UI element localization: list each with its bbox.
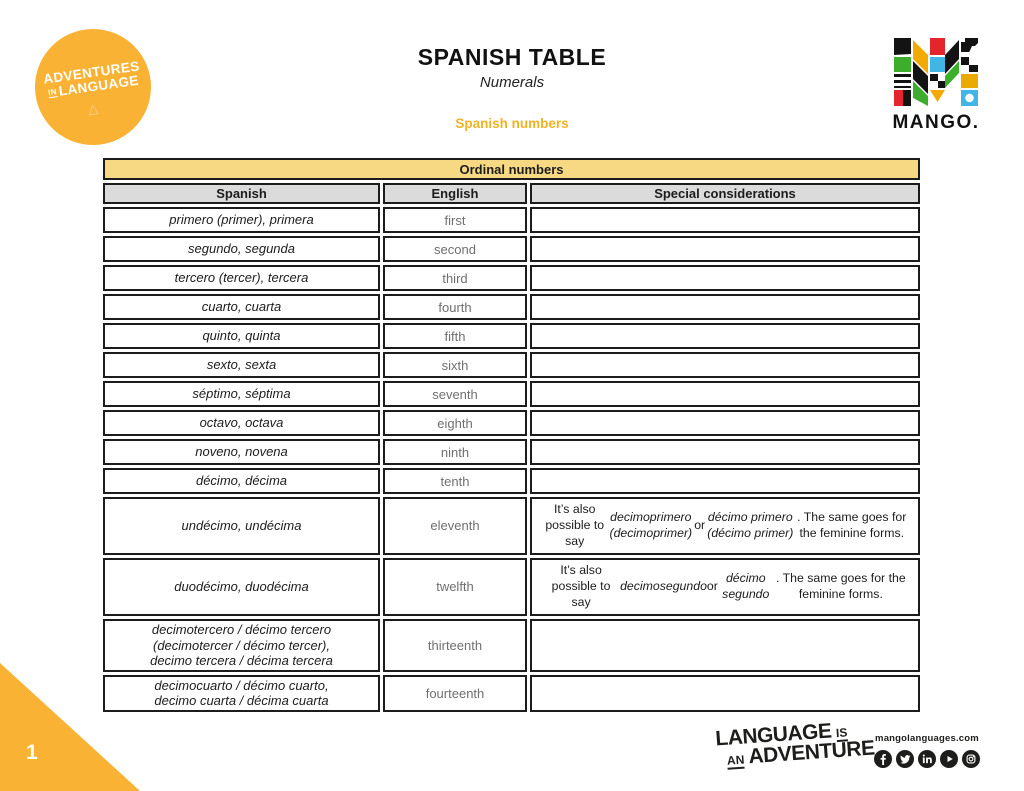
english-cell: tenth — [383, 468, 527, 494]
spanish-cell: décimo, décima — [103, 468, 380, 494]
website-link[interactable]: mangolanguages.com — [875, 733, 979, 744]
spanish-cell: tercero (tercer), tercera — [103, 265, 380, 291]
twitter-icon[interactable] — [896, 750, 914, 768]
section-label: Spanish numbers — [455, 116, 569, 131]
english-cell: ninth — [383, 439, 527, 465]
spanish-cell: séptimo, séptima — [103, 381, 380, 407]
column-header-special: Special considerations — [530, 183, 920, 204]
special-considerations-cell — [530, 618, 920, 672]
youtube-icon[interactable] — [940, 750, 958, 768]
special-considerations-cell — [530, 236, 920, 262]
spanish-cell: sexto, sexta — [103, 352, 380, 378]
english-cell: second — [383, 236, 527, 262]
mango-logo: MANGO. — [888, 38, 984, 134]
language-is-an-adventure-logo: LANGUAGE IS AN ADVENTURE — [715, 719, 875, 770]
social-icons — [862, 750, 992, 768]
spanish-cell: decimocuarto / décimo cuarto, decimo cua… — [103, 674, 380, 712]
english-cell: thirteenth — [383, 618, 527, 672]
page-title: SPANISH TABLE — [417, 44, 607, 70]
special-considerations-cell — [530, 410, 920, 436]
adventures-in-language-badge: ADVENTURES INLANGUAGE △ — [35, 29, 151, 145]
facebook-icon[interactable] — [874, 750, 892, 768]
footer-links: mangolanguages.com — [862, 733, 992, 768]
spanish-cell: undécimo, undécima — [103, 497, 380, 555]
special-considerations-cell — [530, 381, 920, 407]
english-cell: eighth — [383, 410, 527, 436]
special-considerations-cell — [530, 207, 920, 233]
spanish-cell: duodécimo, duodécima — [103, 557, 380, 616]
column-header-spanish: Spanish — [103, 183, 380, 204]
tagline-an: AN — [726, 752, 745, 770]
document-header: SPANISH TABLE Numerals Spanish numbers — [0, 44, 1024, 131]
linkedin-icon[interactable] — [918, 750, 936, 768]
english-cell: fourteenth — [383, 674, 527, 712]
ordinal-numbers-table: Ordinal numbers Spanish English Special … — [103, 158, 920, 712]
english-cell: fifth — [383, 323, 527, 349]
column-header-english: English — [383, 183, 527, 204]
special-considerations-cell — [530, 439, 920, 465]
page-subtitle: Numerals — [479, 74, 545, 91]
mango-wordmark: MANGO. — [892, 112, 980, 133]
spanish-cell: primero (primer), primera — [103, 207, 380, 233]
special-considerations-cell — [530, 468, 920, 494]
special-considerations-cell — [530, 674, 920, 712]
spanish-cell: octavo, octava — [103, 410, 380, 436]
english-cell: twelfth — [383, 557, 527, 616]
special-considerations-cell: It’s also possible to say decimosegundo … — [530, 557, 920, 616]
spanish-cell: segundo, segunda — [103, 236, 380, 262]
special-considerations-cell — [530, 294, 920, 320]
english-cell: first — [383, 207, 527, 233]
english-cell: fourth — [383, 294, 527, 320]
english-cell: third — [383, 265, 527, 291]
table-title: Ordinal numbers — [103, 158, 920, 180]
spanish-cell: quinto, quinta — [103, 323, 380, 349]
page-number: 1 — [26, 741, 38, 764]
special-considerations-cell: It’s also possible to say decimoprimero … — [530, 497, 920, 555]
special-considerations-cell — [530, 352, 920, 378]
instagram-icon[interactable] — [962, 750, 980, 768]
spanish-cell: cuarto, cuarta — [103, 294, 380, 320]
special-considerations-cell — [530, 265, 920, 291]
spanish-cell: decimotercero / décimo tercero (decimote… — [103, 618, 380, 672]
english-cell: eleventh — [383, 497, 527, 555]
special-considerations-cell — [530, 323, 920, 349]
mango-m-icon — [894, 38, 978, 106]
english-cell: sixth — [383, 352, 527, 378]
spanish-cell: noveno, novena — [103, 439, 380, 465]
english-cell: seventh — [383, 381, 527, 407]
